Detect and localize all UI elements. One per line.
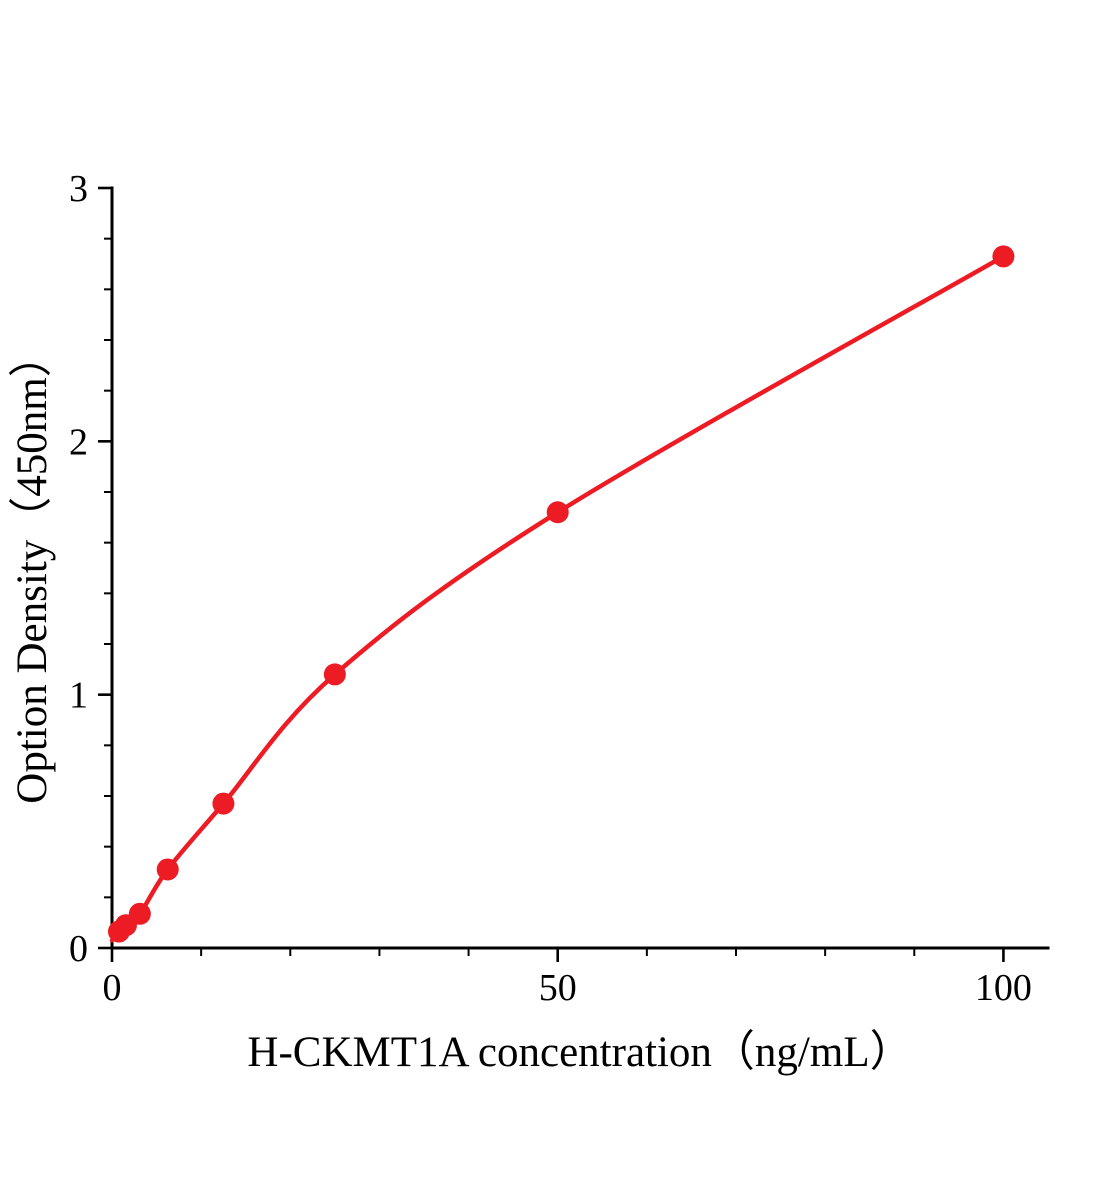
x-tick-label: 0 xyxy=(103,967,122,1009)
x-axis-label: H-CKMT1A concentration（ng/mL） xyxy=(247,1029,912,1076)
data-point xyxy=(156,858,179,881)
data-point xyxy=(323,663,346,686)
y-tick-label: 1 xyxy=(69,675,88,717)
data-points xyxy=(107,245,1015,943)
data-point xyxy=(212,792,235,815)
data-point xyxy=(546,501,569,524)
x-tick-label: 100 xyxy=(975,967,1032,1009)
y-tick-label: 2 xyxy=(69,421,88,463)
axes xyxy=(110,186,1050,950)
x-tick-label: 50 xyxy=(539,967,577,1009)
data-point xyxy=(128,902,151,925)
y-tick-label: 3 xyxy=(69,168,88,210)
fit-curve xyxy=(109,254,1006,943)
data-point xyxy=(992,245,1015,268)
tick-labels: 0 50 100 0 1 2 3 xyxy=(69,168,1032,1009)
y-axis-label: Option Density（450nm） xyxy=(9,334,56,803)
y-tick-label: 0 xyxy=(69,928,88,970)
tick-marks xyxy=(98,186,1005,962)
